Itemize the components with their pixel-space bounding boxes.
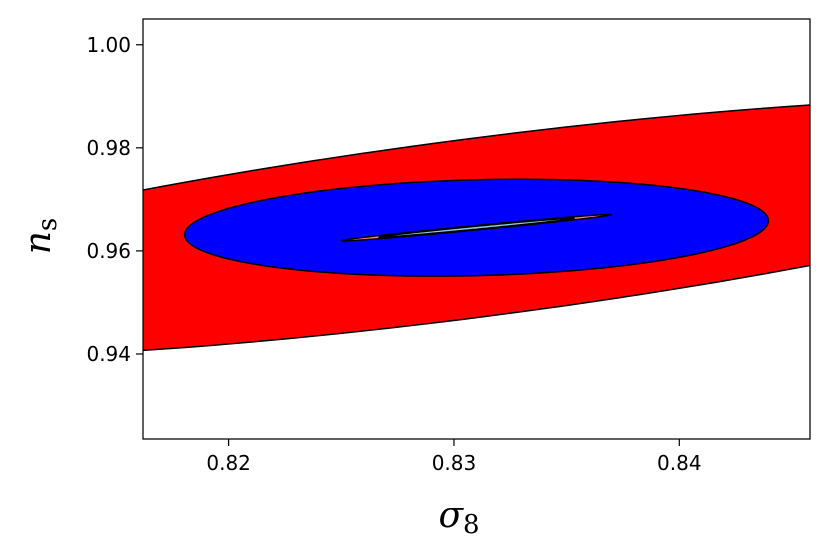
x-axis-ticks: 0.82 0.83 0.84 — [206, 439, 702, 475]
y-tick-label: 0.98 — [86, 136, 131, 160]
x-tick-label: 0.84 — [657, 451, 702, 475]
confidence-contours — [143, 104, 810, 352]
y-axis-label-sub: s — [33, 218, 63, 231]
y-axis-label-base: n — [18, 231, 59, 254]
y-axis-label: ns — [18, 218, 63, 255]
plot-frame — [142, 18, 811, 440]
x-axis-label-sub: 8 — [463, 510, 480, 540]
x-tick-label: 0.82 — [206, 451, 251, 475]
x-axis-label: σ8 — [438, 495, 479, 540]
x-tick-label: 0.83 — [432, 451, 477, 475]
contour-region-4 — [378, 217, 575, 239]
y-axis-ticks: 0.94 0.96 0.98 1.00 — [86, 33, 143, 366]
y-tick-label: 1.00 — [86, 33, 131, 57]
x-axis-label-base: σ — [438, 495, 464, 536]
y-tick-label: 0.96 — [86, 239, 131, 263]
y-tick-label: 0.94 — [86, 342, 131, 366]
